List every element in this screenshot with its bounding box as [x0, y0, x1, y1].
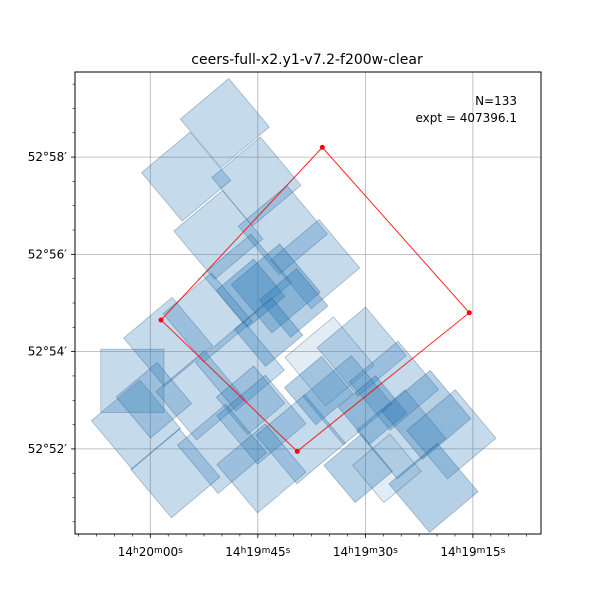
exposure-tile	[381, 369, 472, 460]
exposure-tile	[255, 394, 346, 485]
x-tick-label: 14h19m15s	[440, 545, 505, 559]
x-axis: 14h20m00s 14h19m45s 14h19m30s 14h19m15s	[78, 534, 527, 559]
exposure-tile	[176, 403, 268, 494]
exposure-tile	[406, 389, 497, 480]
exposure-tile	[270, 218, 361, 310]
exposure-tile	[201, 233, 293, 324]
exposure-tile	[284, 316, 375, 407]
exposure-tile	[323, 433, 394, 504]
footprint-vertex	[319, 144, 325, 150]
exposure-tile	[348, 340, 440, 431]
exposure-tile	[155, 350, 246, 441]
footprint-vertex	[158, 317, 164, 323]
footprint-outline	[158, 144, 472, 454]
y-axis: 52°58′ 52°56′ 52°54′ 52°52′	[28, 83, 75, 523]
exposure-tile	[130, 428, 221, 519]
exposure-tile	[141, 131, 232, 222]
exposure-tile	[302, 355, 393, 446]
exposure-tile	[100, 348, 165, 413]
exposure-tile	[194, 321, 285, 412]
exposure-tile	[90, 379, 182, 470]
count-annotation: N=133	[475, 94, 517, 108]
exposure-tile	[179, 77, 270, 169]
exposure-tile	[233, 297, 304, 367]
exposure-tile	[283, 355, 354, 426]
footprint-vertex	[294, 448, 300, 454]
exposure-tile	[258, 268, 329, 338]
exposure-tile	[115, 362, 193, 439]
exposure-tile	[216, 374, 307, 465]
exposure-tile	[352, 433, 422, 504]
exposure-tile	[230, 243, 321, 334]
exposure-tiles	[90, 77, 497, 533]
exposure-tile	[356, 389, 447, 480]
exposure-tile	[215, 365, 286, 436]
footprint-vertex	[466, 310, 472, 316]
y-tick-label: 52°58′	[28, 150, 68, 164]
x-tick-label: 14h20m00s	[118, 545, 183, 559]
exposure-tile	[316, 306, 407, 397]
chart-title: ceers-full-x2.y1-v7.2-f200w-clear	[191, 52, 423, 68]
exposure-annotation: expt = 407396.1	[415, 111, 517, 125]
exposure-tile	[123, 296, 214, 388]
exposure-tile	[388, 442, 479, 533]
exposure-tile	[215, 258, 286, 329]
x-tick-label: 14h19m30s	[333, 545, 398, 559]
exposure-tile	[173, 189, 264, 281]
exposure-tile	[162, 272, 253, 363]
exposure-tile	[216, 423, 307, 514]
y-tick-label: 52°56′	[28, 247, 68, 261]
y-tick-label: 52°54′	[28, 345, 68, 359]
exposure-tile	[237, 184, 329, 276]
x-tick-label: 14h19m45s	[225, 545, 290, 559]
y-tick-label: 52°52′	[28, 442, 68, 456]
grid-lines	[75, 72, 541, 534]
exposure-tile	[337, 375, 408, 445]
exposure-tile	[211, 136, 302, 227]
